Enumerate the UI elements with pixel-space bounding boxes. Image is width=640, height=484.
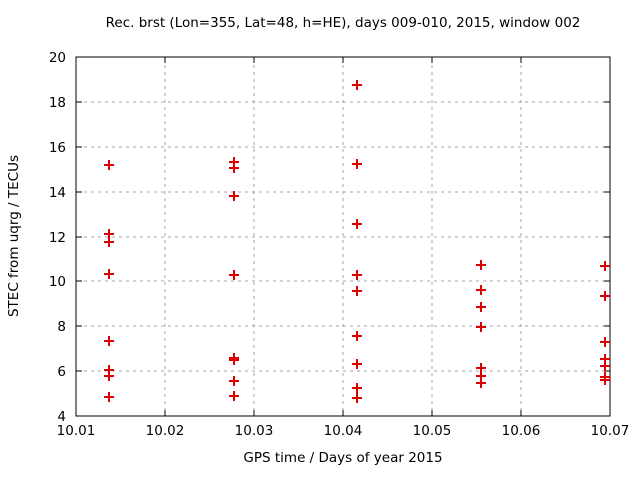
y-tick-label: 8 [57,319,66,335]
x-tick-label: 10.05 [413,423,452,439]
y-tick-label: 16 [49,140,66,156]
y-tick-label: 10 [49,274,66,290]
data-point-marker [229,376,239,386]
data-point-marker [476,285,486,295]
x-tick-label: 10.04 [324,423,363,439]
y-tick-label: 4 [57,409,66,425]
data-point-marker [600,261,610,271]
data-point-marker [229,191,239,201]
y-tick-label: 6 [57,364,66,380]
data-point-marker [352,383,362,393]
y-tick-label: 14 [49,185,66,201]
data-point-marker [600,375,610,385]
y-tick-label: 20 [49,50,66,66]
data-point-marker [476,302,486,312]
data-point-marker [600,361,610,371]
data-point-marker [352,219,362,229]
data-point-marker [476,260,486,270]
data-point-marker [352,159,362,169]
data-point-marker [104,269,114,279]
data-point-marker [476,322,486,332]
x-tick-label: 10.03 [235,423,274,439]
data-point-marker [229,163,239,173]
y-tick-label: 18 [49,95,66,111]
data-point-marker [229,391,239,401]
data-point-marker [352,286,362,296]
data-point-marker [104,392,114,402]
data-point-marker [352,359,362,369]
data-point-marker [600,291,610,301]
data-point-marker [352,393,362,403]
y-tick-label: 12 [49,230,66,246]
data-point-marker [352,80,362,90]
chart-title: Rec. brst (Lon=355, Lat=48, h=HE), days … [106,15,581,31]
data-point-marker [104,160,114,170]
data-point-marker [104,336,114,346]
x-tick-label: 10.07 [591,423,630,439]
data-point-marker [229,270,239,280]
grid-layer [77,58,609,415]
x-axis-label: GPS time / Days of year 2015 [243,450,442,466]
x-tick-label: 10.02 [146,423,185,439]
data-point-marker [104,371,114,381]
data-point-marker [229,355,239,365]
data-points-layer [104,80,610,403]
data-point-marker [476,378,486,388]
y-axis-label: STEC from uqrg / TECUs [6,155,22,317]
axes-layer: 10.01 10.02 10.03 10.04 10.05 10.06 10.07 4 6 8 10… [49,50,630,439]
x-tick-label: 10.01 [57,423,96,439]
x-tick-label: 10.06 [502,423,541,439]
data-point-marker [352,331,362,341]
data-point-marker [104,237,114,247]
data-point-marker [352,270,362,280]
data-point-marker [600,337,610,347]
